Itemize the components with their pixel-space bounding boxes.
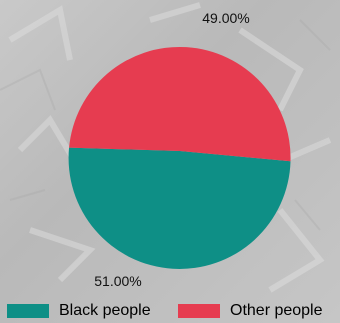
legend-item-black-people[interactable]: Black people (7, 302, 151, 320)
legend-swatch-other-people (178, 304, 220, 318)
slice-label-black-people: 51.00% (94, 273, 141, 289)
legend-label-black-people: Black people (59, 302, 151, 319)
legend-swatch-black-people (7, 304, 49, 318)
pie-slice-black-people[interactable] (68, 147, 291, 269)
legend-item-other-people[interactable]: Other people (178, 302, 323, 320)
pie-slice-other-people[interactable] (69, 46, 291, 162)
pie-slices (68, 46, 291, 269)
slice-label-other-people: 49.00% (202, 10, 249, 26)
legend-label-other-people: Other people (230, 302, 323, 319)
legend: Black people Other people (0, 297, 340, 323)
